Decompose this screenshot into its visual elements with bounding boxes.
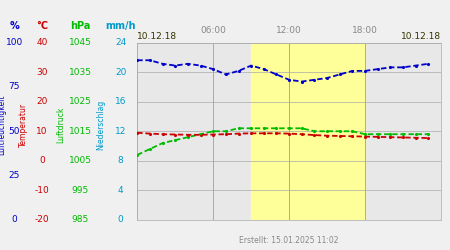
Text: 1035: 1035 xyxy=(68,68,92,76)
Text: 25: 25 xyxy=(9,171,20,180)
Text: 1015: 1015 xyxy=(68,127,92,136)
Text: 12: 12 xyxy=(115,127,126,136)
Text: 18:00: 18:00 xyxy=(352,26,378,36)
Text: 20: 20 xyxy=(115,68,126,76)
Text: Luftfeuchtigkeit: Luftfeuchtigkeit xyxy=(0,95,7,155)
Text: 75: 75 xyxy=(9,82,20,91)
Text: 0: 0 xyxy=(39,156,45,165)
Text: %: % xyxy=(9,21,19,31)
Text: 8: 8 xyxy=(118,156,123,165)
Text: 0: 0 xyxy=(118,216,123,224)
Text: 0: 0 xyxy=(12,216,17,224)
Text: 40: 40 xyxy=(36,38,48,47)
Text: 10.12.18: 10.12.18 xyxy=(137,32,177,41)
Text: Erstellt: 15.01.2025 11:02: Erstellt: 15.01.2025 11:02 xyxy=(239,236,339,245)
Text: -10: -10 xyxy=(35,186,49,195)
Text: °C: °C xyxy=(36,21,48,31)
Text: Temperatur: Temperatur xyxy=(19,103,28,147)
Text: 12:00: 12:00 xyxy=(276,26,302,36)
Text: 10: 10 xyxy=(36,127,48,136)
Text: -20: -20 xyxy=(35,216,49,224)
Text: 10.12.18: 10.12.18 xyxy=(401,32,441,41)
Text: Niederschlag: Niederschlag xyxy=(97,100,106,150)
Text: 06:00: 06:00 xyxy=(200,26,226,36)
Text: Luftdruck: Luftdruck xyxy=(56,107,65,143)
Text: 1025: 1025 xyxy=(69,97,91,106)
Text: 24: 24 xyxy=(115,38,126,47)
Text: 20: 20 xyxy=(36,97,48,106)
Text: 30: 30 xyxy=(36,68,48,76)
Text: 995: 995 xyxy=(72,186,89,195)
Bar xyxy=(251,42,365,220)
Text: 1005: 1005 xyxy=(68,156,92,165)
Text: mm/h: mm/h xyxy=(105,21,136,31)
Text: hPa: hPa xyxy=(70,21,90,31)
Text: 16: 16 xyxy=(115,97,126,106)
Text: 100: 100 xyxy=(6,38,23,47)
Text: 4: 4 xyxy=(118,186,123,195)
Text: 1045: 1045 xyxy=(69,38,91,47)
Text: 50: 50 xyxy=(9,127,20,136)
Text: 985: 985 xyxy=(72,216,89,224)
